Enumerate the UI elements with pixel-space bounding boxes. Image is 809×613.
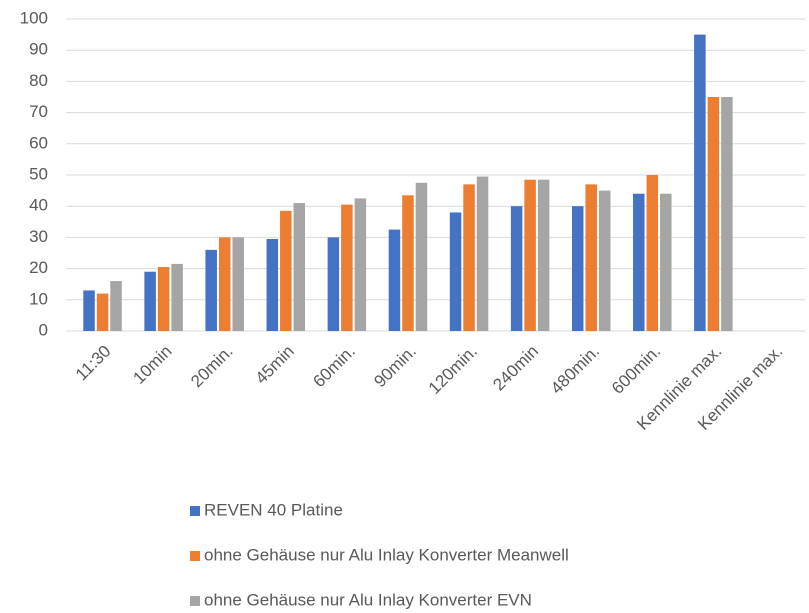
x-tick-label: 480min. xyxy=(547,342,603,398)
bar xyxy=(110,281,122,331)
bar xyxy=(524,179,536,331)
bar xyxy=(510,206,523,331)
bar xyxy=(280,210,292,331)
x-tick-label: 60min. xyxy=(309,342,359,392)
y-tick-label: 80 xyxy=(29,71,48,90)
bar xyxy=(341,204,353,331)
bar xyxy=(646,175,659,331)
bar xyxy=(707,97,720,331)
bar xyxy=(266,238,279,331)
x-tick-label: 120min. xyxy=(425,342,481,398)
bar xyxy=(721,97,733,331)
legend-label: ohne Gehäuse nur Alu Inlay Konverter Mea… xyxy=(204,545,569,564)
bar xyxy=(660,193,672,331)
bar xyxy=(293,203,306,331)
bar xyxy=(694,34,706,331)
bar xyxy=(354,198,367,331)
bar xyxy=(415,182,428,331)
x-tick-label: 600min. xyxy=(608,342,664,398)
x-tick-label: 10min xyxy=(129,342,175,388)
bar xyxy=(171,263,183,331)
legend-swatch xyxy=(190,551,200,561)
y-tick-label: 60 xyxy=(29,133,48,152)
y-tick-label: 30 xyxy=(29,227,48,246)
bar xyxy=(388,229,401,331)
y-tick-label: 20 xyxy=(29,258,48,277)
bar xyxy=(571,206,584,331)
bar xyxy=(585,184,597,331)
x-tick-label: 11:30 xyxy=(72,342,115,385)
bar xyxy=(327,237,340,331)
y-tick-label: 90 xyxy=(29,40,48,59)
x-tick-label: 45min xyxy=(252,342,298,388)
legend-swatch xyxy=(190,596,200,606)
bar xyxy=(449,212,462,331)
bar xyxy=(157,267,170,331)
y-tick-label: 10 xyxy=(29,289,48,308)
bar xyxy=(83,290,95,331)
y-tick-label: 100 xyxy=(20,8,48,27)
legend-label: REVEN 40 Platine xyxy=(204,500,343,519)
bar xyxy=(633,193,645,331)
bar xyxy=(463,184,475,331)
legend-swatch xyxy=(190,506,200,516)
bar xyxy=(218,237,231,331)
y-tick-label: 70 xyxy=(29,102,48,121)
legend-label: ohne Gehäuse nur Alu Inlay Konverter EVN xyxy=(204,590,532,609)
bar xyxy=(402,195,414,331)
bar xyxy=(476,176,489,331)
y-tick-label: 50 xyxy=(29,164,48,183)
x-tick-label: 20min. xyxy=(187,342,237,392)
bar xyxy=(537,179,550,331)
bar xyxy=(205,249,217,331)
x-tick-label: 90min. xyxy=(370,342,420,392)
x-tick-label: 240min xyxy=(489,342,542,395)
bar xyxy=(144,271,156,331)
y-tick-label: 0 xyxy=(39,320,48,339)
y-tick-label: 40 xyxy=(29,196,48,215)
bar xyxy=(232,237,244,331)
bar xyxy=(96,293,109,331)
bar xyxy=(598,190,611,331)
